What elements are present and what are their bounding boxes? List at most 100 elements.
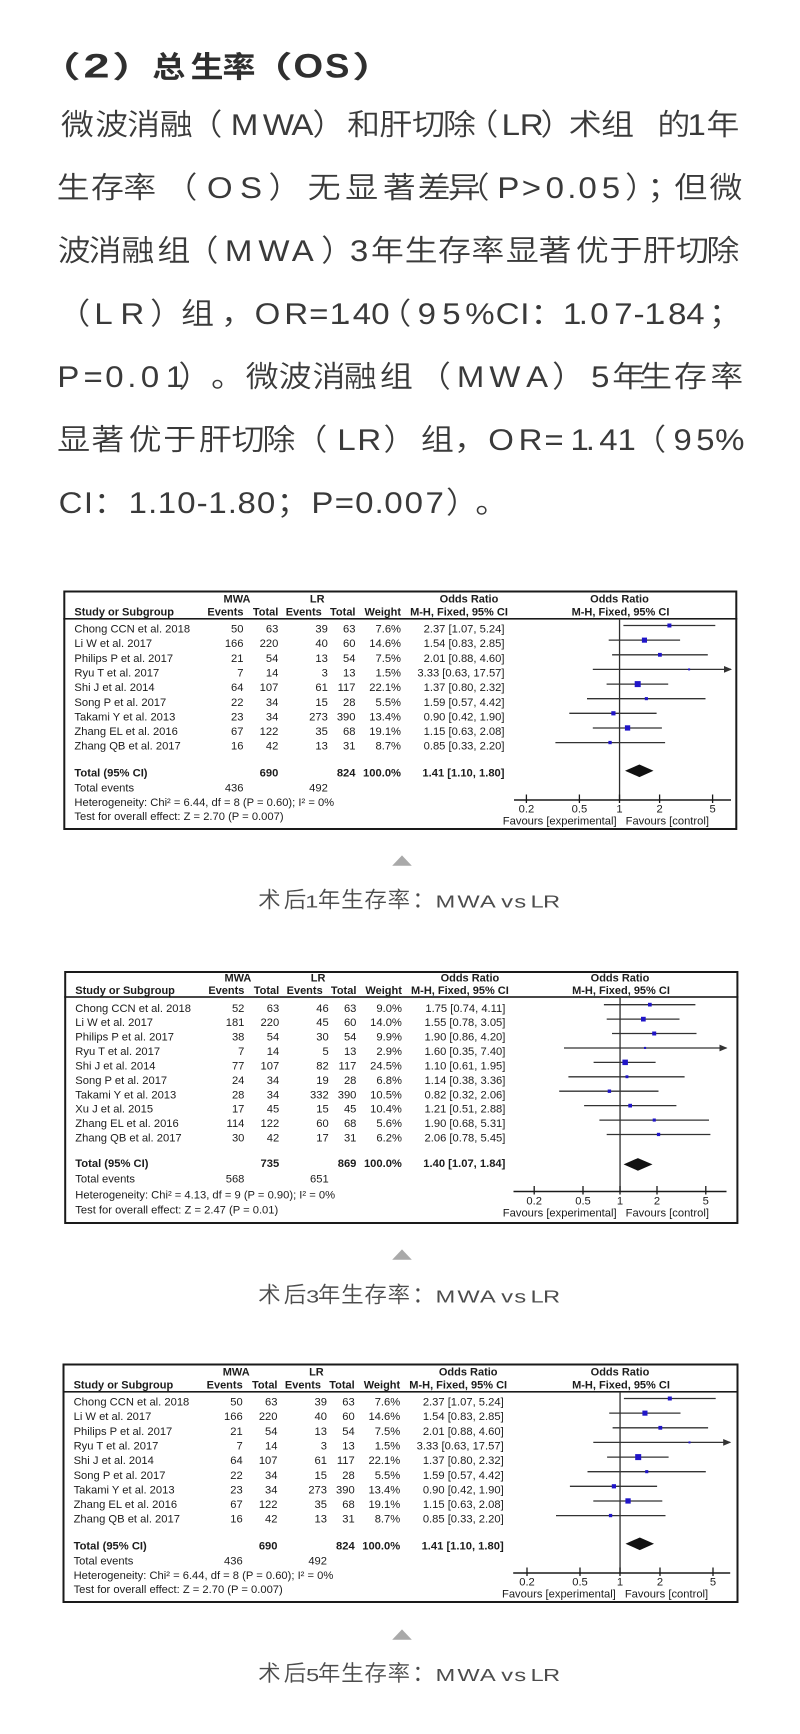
svg-text:2.06 [0.78, 5.45]: 2.06 [0.78, 5.45] [425,1133,506,1145]
svg-text:Total: Total [254,985,279,997]
svg-text:10.4%: 10.4% [370,1104,402,1116]
svg-text:Total: Total [329,1380,354,1392]
svg-text:Zhang EL et al. 2016: Zhang EL et al. 2016 [74,1499,177,1511]
svg-text:166: 166 [225,638,244,650]
svg-text:13: 13 [315,741,327,753]
svg-text:Events: Events [287,985,323,997]
svg-text:40: 40 [315,638,327,650]
svg-text:Odds Ratio: Odds Ratio [590,594,649,606]
svg-text:1.14 [0.38, 3.36]: 1.14 [0.38, 3.36] [425,1075,506,1087]
svg-text:M-H, Fixed, 95% CI: M-H, Fixed, 95% CI [411,985,509,997]
svg-text:117: 117 [337,1455,355,1467]
svg-text:7.5%: 7.5% [376,653,402,665]
svg-text:122: 122 [259,1499,278,1511]
svg-text:0.90 [0.42, 1.90]: 0.90 [0.42, 1.90] [424,711,505,723]
svg-text:2.01 [0.88, 4.60]: 2.01 [0.88, 4.60] [424,653,505,665]
svg-text:34: 34 [267,1089,279,1101]
svg-text:100.0%: 100.0% [363,767,401,779]
svg-text:5: 5 [703,1195,709,1207]
svg-text:15: 15 [316,1104,328,1116]
svg-text:Shi J et al. 2014: Shi J et al. 2014 [74,1455,154,1467]
svg-text:28: 28 [232,1089,244,1101]
svg-text:52: 52 [232,1003,244,1015]
svg-text:34: 34 [267,1075,279,1087]
svg-text:492: 492 [308,1556,327,1568]
svg-text:Philips P et al. 2017: Philips P et al. 2017 [75,1032,174,1044]
svg-text:390: 390 [338,1089,357,1101]
svg-text:63: 63 [344,1003,356,1015]
svg-text:14: 14 [265,1441,277,1453]
svg-text:10.5%: 10.5% [370,1089,402,1101]
svg-text:30: 30 [232,1133,244,1145]
svg-text:Total (95% CI): Total (95% CI) [74,767,147,779]
svg-text:24.5%: 24.5% [370,1061,402,1073]
svg-text:2: 2 [657,1577,663,1589]
svg-text:42: 42 [265,1514,277,1526]
svg-text:0.2: 0.2 [526,1195,542,1207]
svg-text:1.10 [0.61, 1.95]: 1.10 [0.61, 1.95] [425,1061,506,1073]
svg-text:Philips P et al. 2017: Philips P et al. 2017 [74,1426,173,1438]
svg-text:17: 17 [316,1133,328,1145]
svg-text:Odds Ratio: Odds Ratio [591,972,650,984]
svg-text:Li W et al. 2017: Li W et al. 2017 [74,638,152,650]
svg-text:77: 77 [232,1061,244,1073]
svg-text:17: 17 [232,1104,244,1116]
svg-text:1.37 [0.80, 2.32]: 1.37 [0.80, 2.32] [423,1455,504,1467]
svg-text:31: 31 [342,1514,354,1526]
svg-text:1.59 [0.57, 4.42]: 1.59 [0.57, 4.42] [423,1470,504,1482]
svg-text:MWA: MWA [224,594,251,606]
svg-text:35: 35 [315,1499,327,1511]
svg-text:1: 1 [616,804,622,816]
svg-text:166: 166 [224,1411,243,1423]
svg-text:13.4%: 13.4% [368,1484,400,1496]
svg-text:Song P et al. 2017: Song P et al. 2017 [74,1470,166,1482]
svg-text:Heterogeneity: Chi² = 6.44, df: Heterogeneity: Chi² = 6.44, df = 8 (P = … [74,1570,334,1582]
svg-text:34: 34 [265,1484,277,1496]
svg-text:117: 117 [338,682,356,694]
svg-text:332: 332 [310,1089,329,1101]
svg-text:Takami Y et al. 2013: Takami Y et al. 2013 [74,711,175,723]
svg-text:Odds Ratio: Odds Ratio [441,972,500,984]
svg-text:Events: Events [207,607,243,619]
svg-text:8.7%: 8.7% [376,741,402,753]
svg-text:122: 122 [260,726,279,738]
svg-text:824: 824 [337,767,356,779]
svg-text:5.5%: 5.5% [376,697,402,709]
svg-text:651: 651 [310,1174,329,1186]
svg-text:7.6%: 7.6% [376,624,402,636]
svg-text:1.21 [0.51, 2.88]: 1.21 [0.51, 2.88] [425,1104,506,1116]
svg-text:107: 107 [260,682,279,694]
svg-text:0.2: 0.2 [519,1577,535,1589]
svg-text:LR: LR [311,972,326,984]
svg-text:60: 60 [343,638,355,650]
svg-text:0.85 [0.33, 2.20]: 0.85 [0.33, 2.20] [424,741,505,753]
svg-text:Events: Events [285,1380,321,1392]
svg-text:2.9%: 2.9% [376,1046,402,1058]
svg-text:60: 60 [344,1017,356,1029]
svg-text:Li W et al. 2017: Li W et al. 2017 [74,1411,152,1423]
svg-text:13: 13 [344,1046,356,1058]
svg-text:2.37 [1.07, 5.24]: 2.37 [1.07, 5.24] [423,1397,504,1409]
svg-text:Ryu T et al. 2017: Ryu T et al. 2017 [75,1046,160,1058]
svg-text:Total events: Total events [75,1174,135,1186]
svg-text:68: 68 [342,1499,354,1511]
svg-text:Zhang EL et al. 2016: Zhang EL et al. 2016 [74,726,177,738]
svg-text:1.41 [1.10, 1.80]: 1.41 [1.10, 1.80] [422,767,504,779]
svg-text:45: 45 [344,1104,356,1116]
svg-text:273: 273 [308,1484,327,1496]
svg-text:Heterogeneity: Chi² = 4.13, df: Heterogeneity: Chi² = 4.13, df = 9 (P = … [75,1190,335,1202]
svg-text:Test for overall effect: Z = 2: Test for overall effect: Z = 2.70 (P = 0… [74,811,283,823]
svg-text:1: 1 [617,1577,623,1589]
svg-text:Heterogeneity: Chi² = 6.44, df: Heterogeneity: Chi² = 6.44, df = 8 (P = … [74,797,334,809]
svg-text:14.0%: 14.0% [370,1017,402,1029]
svg-text:9.0%: 9.0% [376,1003,402,1015]
svg-text:1.40 [1.07, 1.84]: 1.40 [1.07, 1.84] [423,1158,505,1170]
svg-text:13: 13 [315,1514,327,1526]
svg-text:Weight: Weight [364,1380,401,1392]
svg-text:Total (95% CI): Total (95% CI) [75,1158,148,1170]
svg-text:1.55 [0.78, 3.05]: 1.55 [0.78, 3.05] [425,1017,506,1029]
svg-text:28: 28 [342,1470,354,1482]
svg-text:13: 13 [343,668,355,680]
svg-text:Weight: Weight [365,985,402,997]
svg-text:5: 5 [709,804,715,816]
